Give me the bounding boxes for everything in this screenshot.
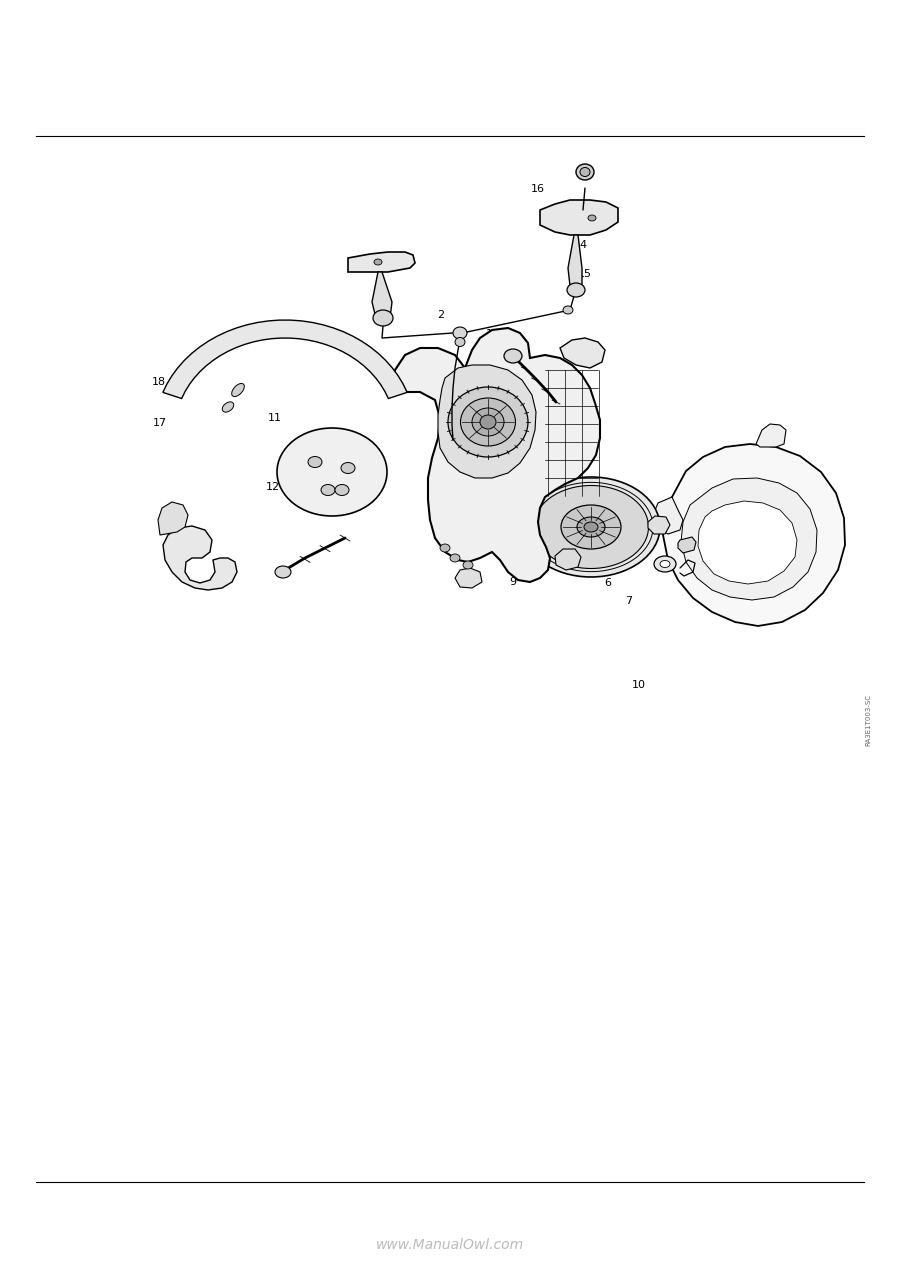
Polygon shape (455, 568, 482, 589)
Polygon shape (555, 549, 581, 569)
Polygon shape (648, 516, 670, 534)
Polygon shape (158, 502, 188, 535)
Ellipse shape (374, 259, 382, 265)
Text: 7: 7 (625, 596, 632, 606)
Ellipse shape (472, 408, 504, 436)
Text: 1: 1 (571, 354, 578, 364)
Ellipse shape (576, 164, 594, 180)
Text: 15: 15 (578, 269, 592, 279)
Ellipse shape (455, 338, 465, 347)
Polygon shape (348, 252, 415, 273)
Ellipse shape (461, 397, 516, 446)
Polygon shape (540, 200, 618, 234)
Polygon shape (568, 234, 582, 290)
Text: 13: 13 (486, 329, 500, 339)
Text: 8: 8 (370, 262, 377, 273)
Ellipse shape (522, 476, 660, 577)
Ellipse shape (308, 456, 322, 468)
Ellipse shape (453, 327, 467, 339)
Ellipse shape (504, 349, 522, 363)
Polygon shape (438, 364, 536, 478)
Ellipse shape (373, 310, 393, 326)
Ellipse shape (450, 554, 460, 562)
Ellipse shape (275, 566, 291, 578)
Text: www.ManualOwl.com: www.ManualOwl.com (376, 1238, 524, 1251)
Polygon shape (698, 501, 797, 583)
Text: 4: 4 (601, 498, 608, 508)
Ellipse shape (580, 167, 590, 177)
Text: 12: 12 (266, 482, 280, 492)
Ellipse shape (584, 522, 598, 533)
Polygon shape (653, 497, 683, 534)
Polygon shape (678, 538, 696, 553)
Polygon shape (663, 445, 845, 626)
Ellipse shape (660, 561, 670, 567)
Ellipse shape (567, 283, 585, 297)
Ellipse shape (588, 215, 596, 220)
Ellipse shape (222, 401, 234, 412)
Ellipse shape (577, 517, 605, 538)
Text: RA3E1T003-SC: RA3E1T003-SC (866, 694, 871, 745)
Ellipse shape (480, 415, 496, 429)
Ellipse shape (321, 484, 335, 496)
Ellipse shape (440, 544, 450, 552)
Text: 2: 2 (437, 310, 445, 320)
Ellipse shape (448, 387, 528, 457)
Text: 11: 11 (267, 413, 282, 423)
Polygon shape (560, 338, 605, 368)
Ellipse shape (341, 462, 355, 474)
Polygon shape (163, 526, 237, 590)
Text: 18: 18 (189, 354, 203, 364)
Text: 5: 5 (643, 540, 650, 550)
Ellipse shape (561, 505, 621, 549)
Ellipse shape (463, 561, 473, 569)
Polygon shape (756, 424, 786, 447)
Text: 17: 17 (153, 418, 167, 428)
Text: 9: 9 (509, 577, 517, 587)
Text: 18: 18 (152, 377, 166, 387)
Ellipse shape (534, 485, 649, 568)
Polygon shape (372, 273, 392, 322)
Ellipse shape (231, 383, 244, 396)
Ellipse shape (563, 306, 573, 313)
Ellipse shape (654, 555, 676, 572)
Text: 16: 16 (531, 183, 545, 194)
Ellipse shape (335, 484, 349, 496)
Ellipse shape (277, 428, 387, 516)
Text: 6: 6 (604, 578, 611, 589)
Polygon shape (390, 327, 600, 582)
Text: 3: 3 (571, 471, 578, 482)
Polygon shape (681, 478, 817, 600)
Text: 10: 10 (632, 680, 646, 691)
Text: 14: 14 (573, 240, 588, 250)
Polygon shape (163, 320, 407, 399)
